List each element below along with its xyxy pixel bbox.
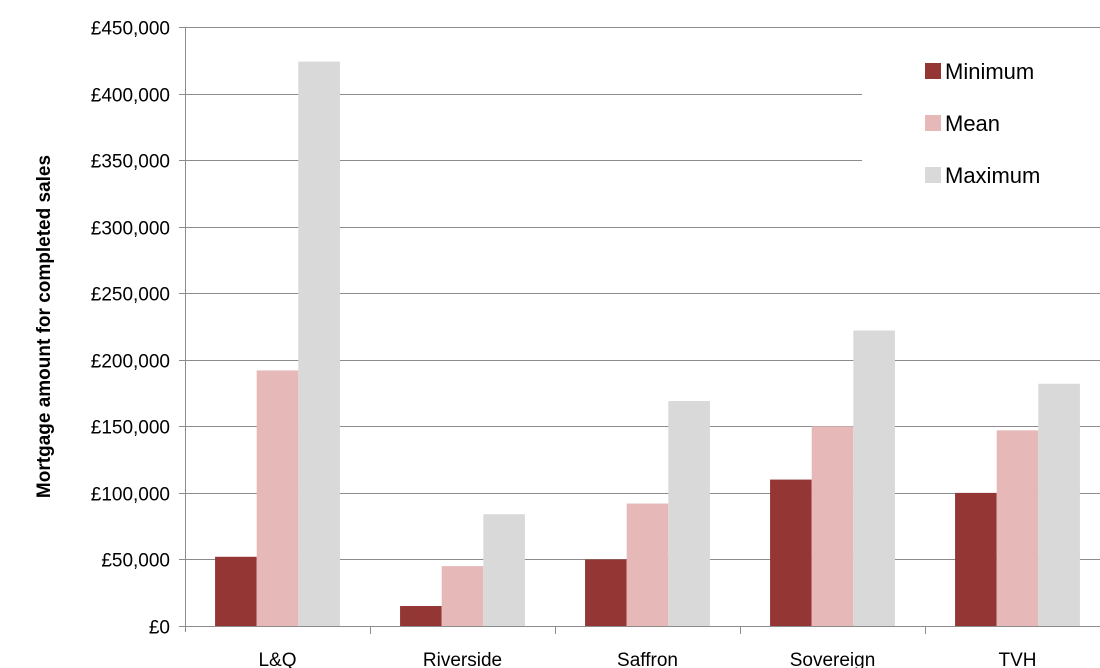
y-tick-label: £450,000 [91, 19, 170, 40]
y-axis-title: Mortgage amount for completed sales [34, 155, 55, 498]
bar-maximum-1 [483, 514, 525, 626]
y-tick-label: £50,000 [101, 551, 170, 572]
bar-maximum-4 [1038, 383, 1080, 626]
y-tick-label: £300,000 [91, 219, 170, 240]
bar-maximum-3 [853, 330, 895, 626]
x-axis-ticks: L&Q Riverside Saffron Sovereign TVH [258, 650, 1036, 668]
legend-label-mean: Mean [945, 111, 1000, 136]
legend-swatch-maximum [925, 167, 941, 183]
legend-label-maximum: Maximum [945, 163, 1040, 188]
bar-minimum-3 [770, 479, 812, 626]
bar-mean-2 [626, 503, 669, 626]
bar-mean-3 [811, 426, 854, 626]
x-tick-label: Sovereign [790, 650, 876, 668]
y-tick-label: £150,000 [91, 418, 170, 439]
bar-minimum-0 [215, 556, 257, 626]
bar-mean-0 [256, 370, 299, 626]
bar-maximum-2 [668, 401, 710, 626]
bar-maximum-0 [298, 61, 340, 627]
bar-minimum-1 [400, 606, 442, 626]
y-tick-label: £200,000 [91, 352, 170, 373]
bar-mean-1 [441, 566, 484, 626]
x-tick-label: Saffron [617, 650, 678, 668]
legend-background [862, 50, 1100, 200]
y-tick-label: £0 [149, 618, 170, 639]
y-tick-label: £250,000 [91, 285, 170, 306]
legend-label-minimum: Minimum [945, 59, 1034, 84]
legend-swatch-mean [925, 115, 941, 131]
x-tick-label: Riverside [423, 650, 502, 668]
bar-minimum-2 [585, 559, 627, 626]
bar-mean-4 [996, 430, 1039, 626]
axes [179, 27, 1100, 634]
y-tick-label: £100,000 [91, 485, 170, 506]
x-tick-label: TVH [999, 650, 1037, 668]
legend: Minimum Mean Maximum [862, 50, 1100, 200]
bars [215, 61, 1080, 627]
bar-minimum-4 [955, 492, 997, 626]
x-tick-label: L&Q [258, 650, 296, 668]
y-tick-label: £400,000 [91, 86, 170, 107]
y-axis-ticks: £0 £50,000 £100,000 £150,000 £200,000 £250,00… [91, 19, 170, 639]
y-tick-label: £350,000 [91, 152, 170, 173]
legend-swatch-minimum [925, 63, 941, 79]
